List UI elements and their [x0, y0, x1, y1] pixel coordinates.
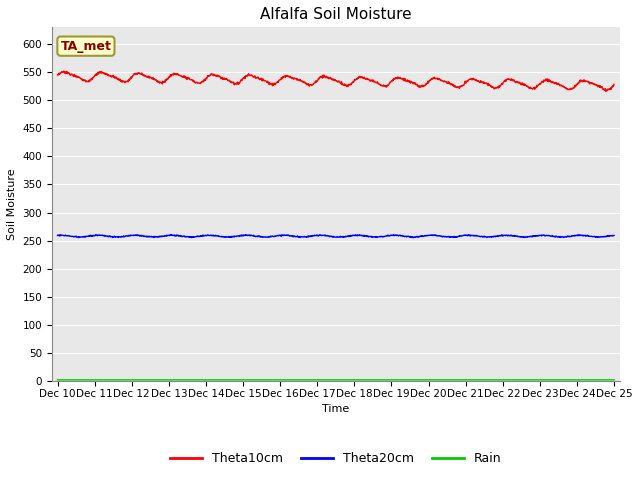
- Text: TA_met: TA_met: [61, 40, 111, 53]
- Y-axis label: Soil Moisture: Soil Moisture: [7, 168, 17, 240]
- Legend: Theta10cm, Theta20cm, Rain: Theta10cm, Theta20cm, Rain: [165, 447, 506, 470]
- Title: Alfalfa Soil Moisture: Alfalfa Soil Moisture: [260, 7, 412, 22]
- X-axis label: Time: Time: [322, 404, 349, 414]
